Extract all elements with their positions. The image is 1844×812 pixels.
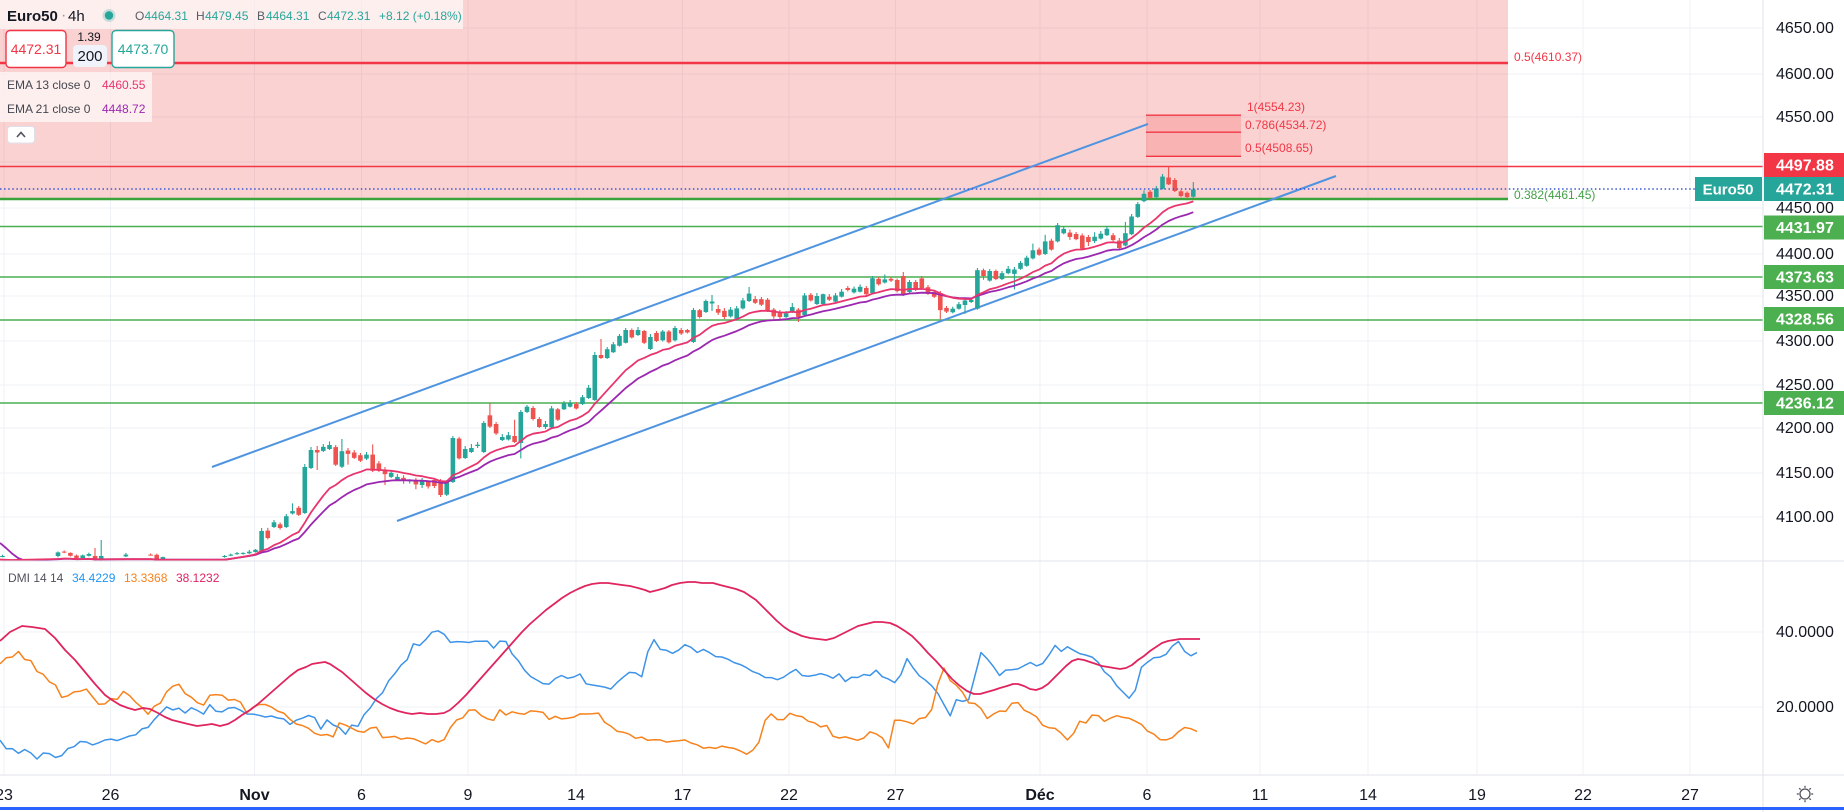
svg-text:B: B: [257, 9, 265, 23]
svg-text:4350.00: 4350.00: [1776, 288, 1834, 305]
svg-text:4600.00: 4600.00: [1776, 66, 1834, 83]
svg-text:4472.31: 4472.31: [327, 9, 371, 23]
svg-text:4550.00: 4550.00: [1776, 109, 1834, 126]
svg-text:27: 27: [1681, 787, 1699, 804]
svg-text:27: 27: [887, 787, 905, 804]
svg-text:4431.97: 4431.97: [1776, 220, 1834, 237]
svg-text:4460.55: 4460.55: [102, 78, 146, 92]
svg-text:EMA 21 close 0: EMA 21 close 0: [7, 102, 91, 116]
svg-text:DMI 14 14: DMI 14 14: [8, 571, 64, 585]
svg-text:4473.70: 4473.70: [118, 41, 169, 57]
svg-text:4464.31: 4464.31: [145, 9, 189, 23]
svg-text:Euro50: Euro50: [1703, 182, 1754, 199]
svg-text:26: 26: [102, 787, 120, 804]
svg-text:4h: 4h: [68, 8, 85, 25]
svg-text:9: 9: [464, 787, 473, 804]
svg-text:4479.45: 4479.45: [205, 9, 249, 23]
svg-text:11: 11: [1252, 787, 1269, 804]
svg-text:C: C: [318, 9, 327, 23]
svg-text:EMA 13 close 0: EMA 13 close 0: [7, 78, 91, 92]
svg-text:+8.12 (+0.18%): +8.12 (+0.18%): [379, 9, 462, 23]
svg-text:4497.88: 4497.88: [1776, 158, 1834, 175]
svg-text:4450.00: 4450.00: [1776, 200, 1834, 217]
svg-text:13.3368: 13.3368: [124, 571, 168, 585]
svg-text:4200.00: 4200.00: [1776, 420, 1834, 437]
svg-text:4236.12: 4236.12: [1776, 396, 1834, 413]
svg-text:6: 6: [357, 787, 366, 804]
svg-text:Euro50: Euro50: [7, 8, 58, 25]
svg-text:22: 22: [780, 787, 798, 804]
svg-text:H: H: [196, 9, 205, 23]
svg-text:14: 14: [567, 787, 585, 804]
svg-text:19: 19: [1468, 787, 1486, 804]
svg-text:4373.63: 4373.63: [1776, 270, 1834, 287]
svg-text:4472.31: 4472.31: [11, 41, 62, 57]
svg-text:4150.00: 4150.00: [1776, 465, 1834, 482]
svg-text:4448.72: 4448.72: [102, 102, 146, 116]
svg-text:4472.31: 4472.31: [1776, 182, 1834, 199]
svg-text:1(4554.23): 1(4554.23): [1247, 100, 1305, 114]
svg-text:4100.00: 4100.00: [1776, 509, 1834, 526]
svg-text:0.382(4461.45): 0.382(4461.45): [1514, 188, 1595, 202]
svg-text:20.0000: 20.0000: [1776, 699, 1834, 716]
svg-text:4328.56: 4328.56: [1776, 312, 1834, 329]
svg-text:O: O: [135, 9, 144, 23]
svg-text:23: 23: [0, 787, 13, 804]
svg-text:Nov: Nov: [239, 787, 269, 804]
svg-text:38.1232: 38.1232: [176, 571, 220, 585]
svg-text:1.39: 1.39: [77, 30, 101, 44]
svg-text:14: 14: [1359, 787, 1377, 804]
svg-text:17: 17: [674, 787, 692, 804]
svg-text:Déc: Déc: [1025, 787, 1054, 804]
svg-text:0.5(4610.37): 0.5(4610.37): [1514, 50, 1582, 64]
svg-text:200: 200: [77, 48, 102, 65]
svg-text:·: ·: [61, 7, 66, 24]
svg-text:6: 6: [1143, 787, 1152, 804]
svg-text:22: 22: [1574, 787, 1592, 804]
svg-text:4400.00: 4400.00: [1776, 246, 1834, 263]
svg-text:0.5(4508.65): 0.5(4508.65): [1245, 141, 1313, 155]
svg-text:4300.00: 4300.00: [1776, 333, 1834, 350]
svg-text:4250.00: 4250.00: [1776, 377, 1834, 394]
svg-text:4650.00: 4650.00: [1776, 20, 1834, 37]
svg-text:34.4229: 34.4229: [72, 571, 116, 585]
svg-text:40.0000: 40.0000: [1776, 624, 1834, 641]
svg-text:4464.31: 4464.31: [266, 9, 310, 23]
svg-text:0.786(4534.72): 0.786(4534.72): [1245, 118, 1326, 132]
